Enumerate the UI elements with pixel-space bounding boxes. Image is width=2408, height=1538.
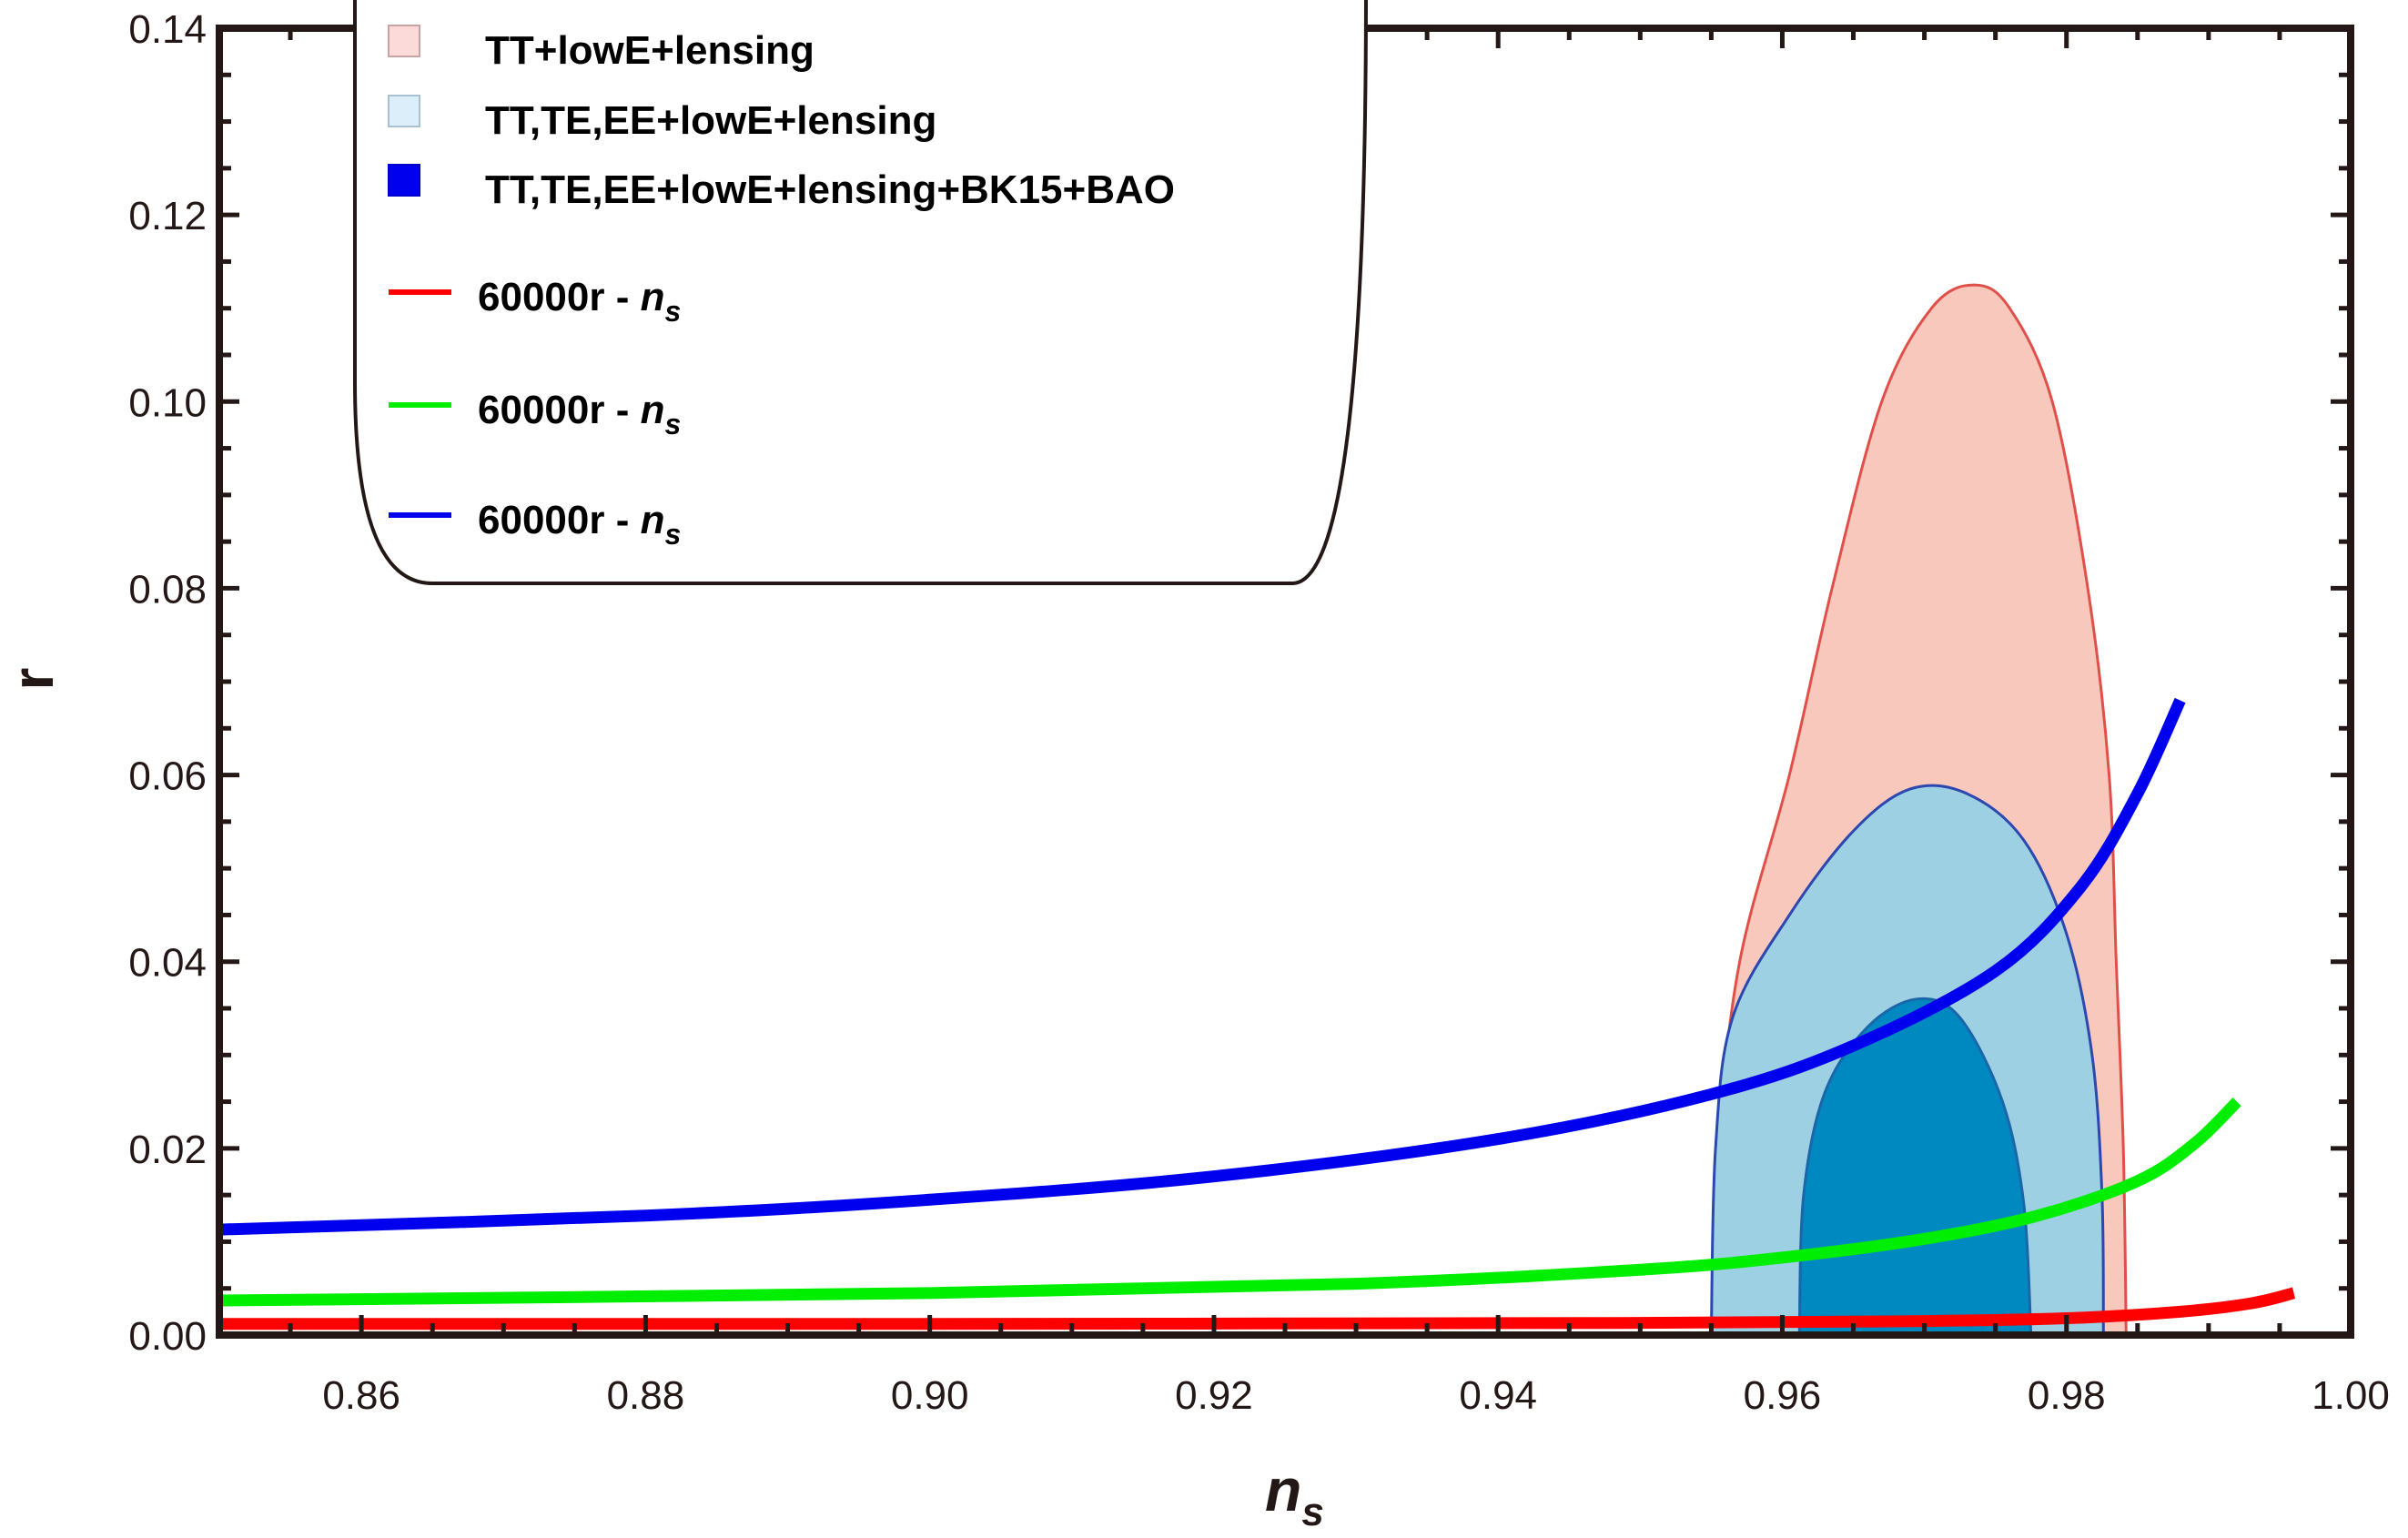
axis-ticks: 0.86 0.88 0.90 0.92 0.94 0.96 0.98 1.00 0.00 0.02… (128, 7, 2389, 1418)
legend-label-1: TT+lowE+lensing (485, 28, 814, 73)
legend: TT+lowE+lensing TT,TE,EE+lowE+lensing TT,T… (353, 0, 1368, 585)
x-tick-label: 0.90 (891, 1373, 969, 1418)
y-tick-label: 0.12 (128, 194, 207, 238)
legend-label-2: TT,TE,EE+lowE+lensing (485, 98, 936, 143)
legend-swatch-3 (388, 164, 420, 197)
x-tick-label: 1.00 (2312, 1373, 2390, 1418)
curve-1 (218, 1287, 2296, 1331)
legend-label-3: TT,TE,EE+lowE+lensing+BK15+BAO (485, 167, 1175, 212)
legend-swatch-2 (388, 95, 420, 127)
y-tick-label: 0.06 (128, 754, 207, 799)
curve-3 (218, 697, 2186, 1236)
x-tick-label: 0.88 (607, 1373, 685, 1418)
curve-2 (218, 1097, 2241, 1307)
model-curves (218, 697, 2296, 1331)
y-tick-label: 0.04 (128, 941, 207, 986)
x-tick-label: 0.98 (2028, 1373, 2106, 1418)
y-tick-label: 0.10 (128, 380, 207, 425)
legend-box (353, 0, 1368, 585)
legend-curve-label-3: 60000r - ns (478, 498, 681, 551)
y-tick-label: 0.08 (128, 567, 207, 612)
legend-curve-label-2: 60000r - ns (478, 388, 681, 440)
legend-swatch-1 (388, 25, 420, 57)
confidence-regions (1709, 283, 2128, 1337)
x-axis-label: ns (1265, 1456, 1324, 1534)
x-tick-label: 0.94 (1459, 1373, 1537, 1418)
y-tick-label: 0.00 (128, 1314, 207, 1359)
x-tick-label: 0.92 (1175, 1373, 1253, 1418)
y-axis-label: r (0, 668, 66, 691)
x-tick-label: 0.86 (322, 1373, 400, 1418)
x-tick-label: 0.96 (1744, 1373, 1822, 1418)
legend-curve-label-1: 60000r - ns (478, 275, 681, 328)
y-tick-label: 0.14 (128, 7, 207, 52)
y-tick-label: 0.02 (128, 1128, 207, 1172)
